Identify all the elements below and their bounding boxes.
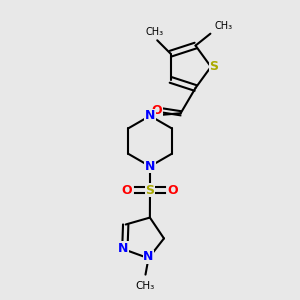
Text: O: O (152, 104, 162, 117)
Text: CH₃: CH₃ (215, 21, 233, 31)
Text: N: N (145, 160, 155, 173)
Text: O: O (122, 184, 132, 196)
Text: N: N (118, 242, 128, 255)
Text: N: N (143, 250, 154, 263)
Text: N: N (145, 109, 155, 122)
Text: CH₃: CH₃ (145, 27, 163, 37)
Text: CH₃: CH₃ (136, 280, 155, 290)
Text: S: S (146, 184, 154, 196)
Text: S: S (209, 60, 218, 73)
Text: O: O (168, 184, 178, 196)
